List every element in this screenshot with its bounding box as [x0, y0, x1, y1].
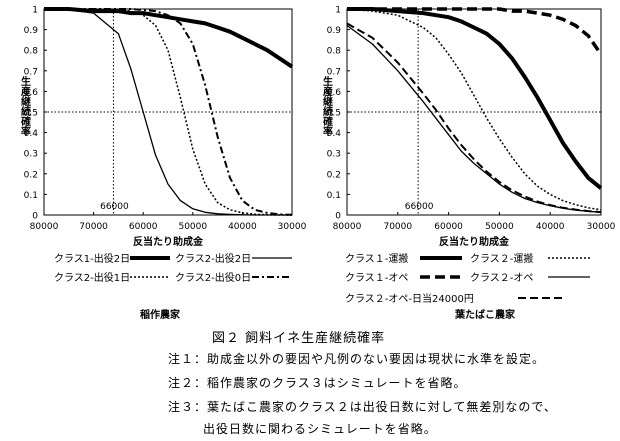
- series-line: [44, 7, 294, 69]
- x-tick-label: 70000: [79, 222, 108, 232]
- reference-x-label: 66000: [100, 202, 129, 212]
- y-tick-label: 0.2: [327, 170, 341, 180]
- y-axis-label: 生産継続確率: [321, 75, 333, 137]
- legend-label: クラス１-運搬: [345, 252, 408, 265]
- reference-x-label: 66000: [405, 202, 434, 212]
- x-tick-label: 40000: [228, 222, 257, 232]
- y-tick-label: 0: [335, 212, 341, 222]
- panel-subtitle: 葉たばこ農家: [454, 308, 516, 321]
- x-tick-label: 60000: [129, 222, 158, 232]
- series-line: [346, 24, 602, 213]
- y-tick-label: 0.9: [327, 26, 342, 36]
- y-tick-label: 1: [32, 6, 38, 16]
- x-tick-label: 30000: [587, 222, 616, 232]
- series-line: [347, 7, 603, 56]
- y-tick-label: 0.5: [24, 109, 38, 119]
- note-3-continued: 出役日数に関わるシミュレートを省略。: [203, 422, 437, 436]
- series-line: [346, 22, 602, 214]
- y-tick-label: 0.1: [327, 191, 341, 201]
- y-tick-label: 0.2: [24, 170, 38, 180]
- series-line: [346, 8, 602, 211]
- x-tick-label: 30000: [278, 222, 307, 232]
- series-line: [44, 8, 293, 216]
- y-tick-label: 0.1: [24, 191, 38, 201]
- y-axis-label: 生産継続確率: [19, 75, 31, 137]
- legend-label: クラス２-オペ: [470, 272, 533, 284]
- x-tick-label: 70000: [383, 222, 412, 232]
- y-tick-label: 0.5: [327, 109, 341, 119]
- legend-label: クラス2-出役1日: [54, 271, 130, 284]
- y-tick-label: 0.3: [327, 150, 341, 160]
- series-line: [43, 8, 292, 216]
- x-axis-label: 反当たり助成金: [439, 235, 510, 248]
- y-tick-label: 0.9: [24, 26, 39, 36]
- x-tick-label: 50000: [178, 222, 207, 232]
- x-tick-label: 40000: [536, 222, 565, 232]
- rice-farmer-panel: 0 0.1 0.2 0.3 0.4 0.5 0.6 0.7 0.8 0.9 1 80000 70000 6…: [19, 6, 307, 322]
- y-tick-label: 0.7: [24, 67, 38, 77]
- note-2: 注２：稲作農家のクラス３はシミュレートを省略。: [168, 376, 467, 390]
- x-tick-label: 80000: [30, 222, 59, 232]
- legend-label: クラス１-オペ: [345, 272, 408, 284]
- y-tick-label: 0.4: [24, 129, 39, 139]
- y-tick-label: 0: [32, 212, 38, 222]
- legend-label: クラス２-運搬: [470, 252, 533, 265]
- legend-label: クラス2-出役2日: [175, 252, 251, 265]
- y-tick-label: 0.8: [327, 47, 342, 57]
- note-3: 注３：葉たばこ農家のクラス２は出役日数に対して無差別なので、: [168, 400, 557, 414]
- panel-subtitle: 稲作農家: [140, 308, 181, 321]
- series-line: [347, 7, 603, 190]
- tobacco-farmer-panel: 0 0.1 0.2 0.3 0.4 0.5 0.6 0.7 0.8 0.9 1 80000 70000 6…: [321, 6, 616, 322]
- y-tick-label: 0.6: [327, 88, 342, 98]
- x-tick-label: 50000: [485, 222, 514, 232]
- x-tick-label: 60000: [434, 222, 463, 232]
- note-1: 注１：助成金以外の要因や凡例のない要因は現状に水準を設定。: [168, 352, 546, 366]
- legend-label: クラス2-出役0日: [175, 271, 251, 284]
- y-tick-label: 0.6: [24, 88, 39, 98]
- x-tick-label: 80000: [333, 222, 362, 232]
- x-axis-label: 反当たり助成金: [133, 235, 204, 248]
- legend-label: クラス２-オペ-日当24000円: [345, 292, 474, 305]
- figure-title: 図２ 飼料イネ生産継続確率: [212, 331, 386, 346]
- y-tick-label: 0.4: [327, 129, 342, 139]
- y-tick-label: 0.7: [327, 67, 341, 77]
- legend-label: クラス1-出役2日: [54, 252, 130, 265]
- y-tick-label: 1: [335, 6, 341, 16]
- y-tick-label: 0.3: [24, 150, 38, 160]
- y-tick-label: 0.8: [24, 47, 39, 57]
